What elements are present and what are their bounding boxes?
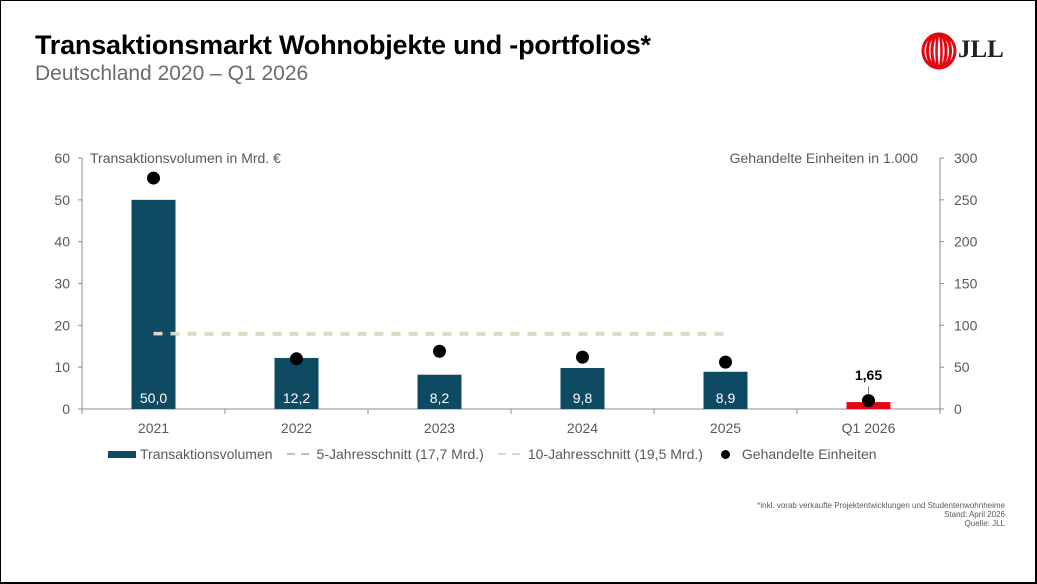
x-tick-label: 2022 xyxy=(281,420,312,436)
legend-label: 10-Jahresschnitt (19,5 Mrd.) xyxy=(527,446,703,462)
y2-tick-label: 50 xyxy=(954,359,970,375)
y-tick-label: 10 xyxy=(54,359,70,375)
y2-tick-label: 250 xyxy=(954,192,978,208)
units-point xyxy=(433,344,446,358)
legend: Transaktionsvolumen 5-Jahresschnitt (17,7… xyxy=(108,445,891,463)
x-tick-label: 2024 xyxy=(567,420,598,436)
chart-subtitle: Deutschland 2020 – Q1 2026 xyxy=(35,62,309,85)
average-lines xyxy=(153,331,726,336)
q1-2026-value-label: 1,65 xyxy=(855,367,882,383)
legend-bar-swatch xyxy=(108,450,136,458)
jll-logo-text: JLL xyxy=(958,36,1004,63)
y2-tick-label: 100 xyxy=(954,317,978,333)
legend-label: Transaktionsvolumen xyxy=(140,446,273,462)
bar-value-label: 50,0 xyxy=(140,390,167,406)
chart: 0 10 20 30 40 50 60 0 50 100 150 200 250 300 2021 2022 2… xyxy=(54,150,977,436)
x-tick-label: 2025 xyxy=(710,420,741,436)
legend-dot-swatch xyxy=(720,449,730,459)
legend-item: 5-Jahresschnitt (17,7 Mrd.) xyxy=(286,446,484,462)
x-tick-label: 2021 xyxy=(138,420,169,436)
bar-value-label: 8,2 xyxy=(430,390,450,406)
legend-item: 10-Jahresschnitt (19,5 Mrd.) xyxy=(497,446,703,462)
y2-tick-label: 150 xyxy=(954,276,978,292)
y2-tick-label: 200 xyxy=(954,234,978,250)
footnote-source: Quelle: JLL xyxy=(964,519,1005,528)
axes: 0 10 20 30 40 50 60 0 50 100 150 200 250 300 2021 2022 2… xyxy=(54,150,977,436)
bar-value-label: 12,2 xyxy=(283,390,310,406)
y-tick-label: 50 xyxy=(54,192,70,208)
legend-dash-swatch xyxy=(497,453,522,455)
units-point xyxy=(290,352,303,366)
y2-tick-label: 300 xyxy=(954,150,978,166)
legend-label: 5-Jahresschnitt (17,7 Mrd.) xyxy=(316,446,484,462)
y-axis-title: Transaktionsvolumen in Mrd. € xyxy=(90,150,281,166)
legend-dash-swatch xyxy=(286,453,311,455)
bar-2024 xyxy=(560,368,605,409)
footnote-text: *inkl. vorab verkaufte Projektentwicklun… xyxy=(757,501,1005,510)
legend-item: Gehandelte Einheiten xyxy=(717,446,877,462)
bar-2022 xyxy=(274,357,319,409)
units-point xyxy=(719,355,732,369)
units-point xyxy=(576,350,589,364)
bar-value-label: 9,8 xyxy=(573,390,593,406)
chart-title: Transaktionsmarkt Wohnobjekte und -portf… xyxy=(35,30,651,60)
y2-tick-label: 0 xyxy=(954,401,962,417)
bar-value-label: 8,9 xyxy=(716,390,736,406)
x-tick-label: Q1 2026 xyxy=(842,420,896,436)
bar-2021 xyxy=(131,199,176,409)
y-tick-label: 30 xyxy=(54,276,70,292)
y-tick-label: 40 xyxy=(54,234,70,250)
jll-logo: JLL xyxy=(921,32,1011,70)
units-point xyxy=(862,394,875,408)
units-point xyxy=(147,171,160,185)
legend-label: Gehandelte Einheiten xyxy=(741,446,877,462)
x-tick-label: 2023 xyxy=(424,420,455,436)
points: 1,65 xyxy=(147,171,882,408)
y-tick-label: 0 xyxy=(62,401,70,417)
jll-rings-logo-icon xyxy=(921,32,957,70)
footnote: *inkl. vorab verkaufte Projektentwicklun… xyxy=(757,501,1005,528)
legend-item: Transaktionsvolumen xyxy=(108,446,273,462)
bar-2025 xyxy=(703,371,748,409)
bar-2023 xyxy=(417,374,462,409)
bars: 50,0 12,2 8,2 9,8 8,9 xyxy=(131,199,891,409)
footnote-date: Stand: April 2026 xyxy=(944,510,1005,519)
y-tick-label: 60 xyxy=(54,150,70,166)
y-tick-label: 20 xyxy=(54,317,70,333)
y2-axis-title: Gehandelte Einheiten in 1.000 xyxy=(730,150,919,166)
